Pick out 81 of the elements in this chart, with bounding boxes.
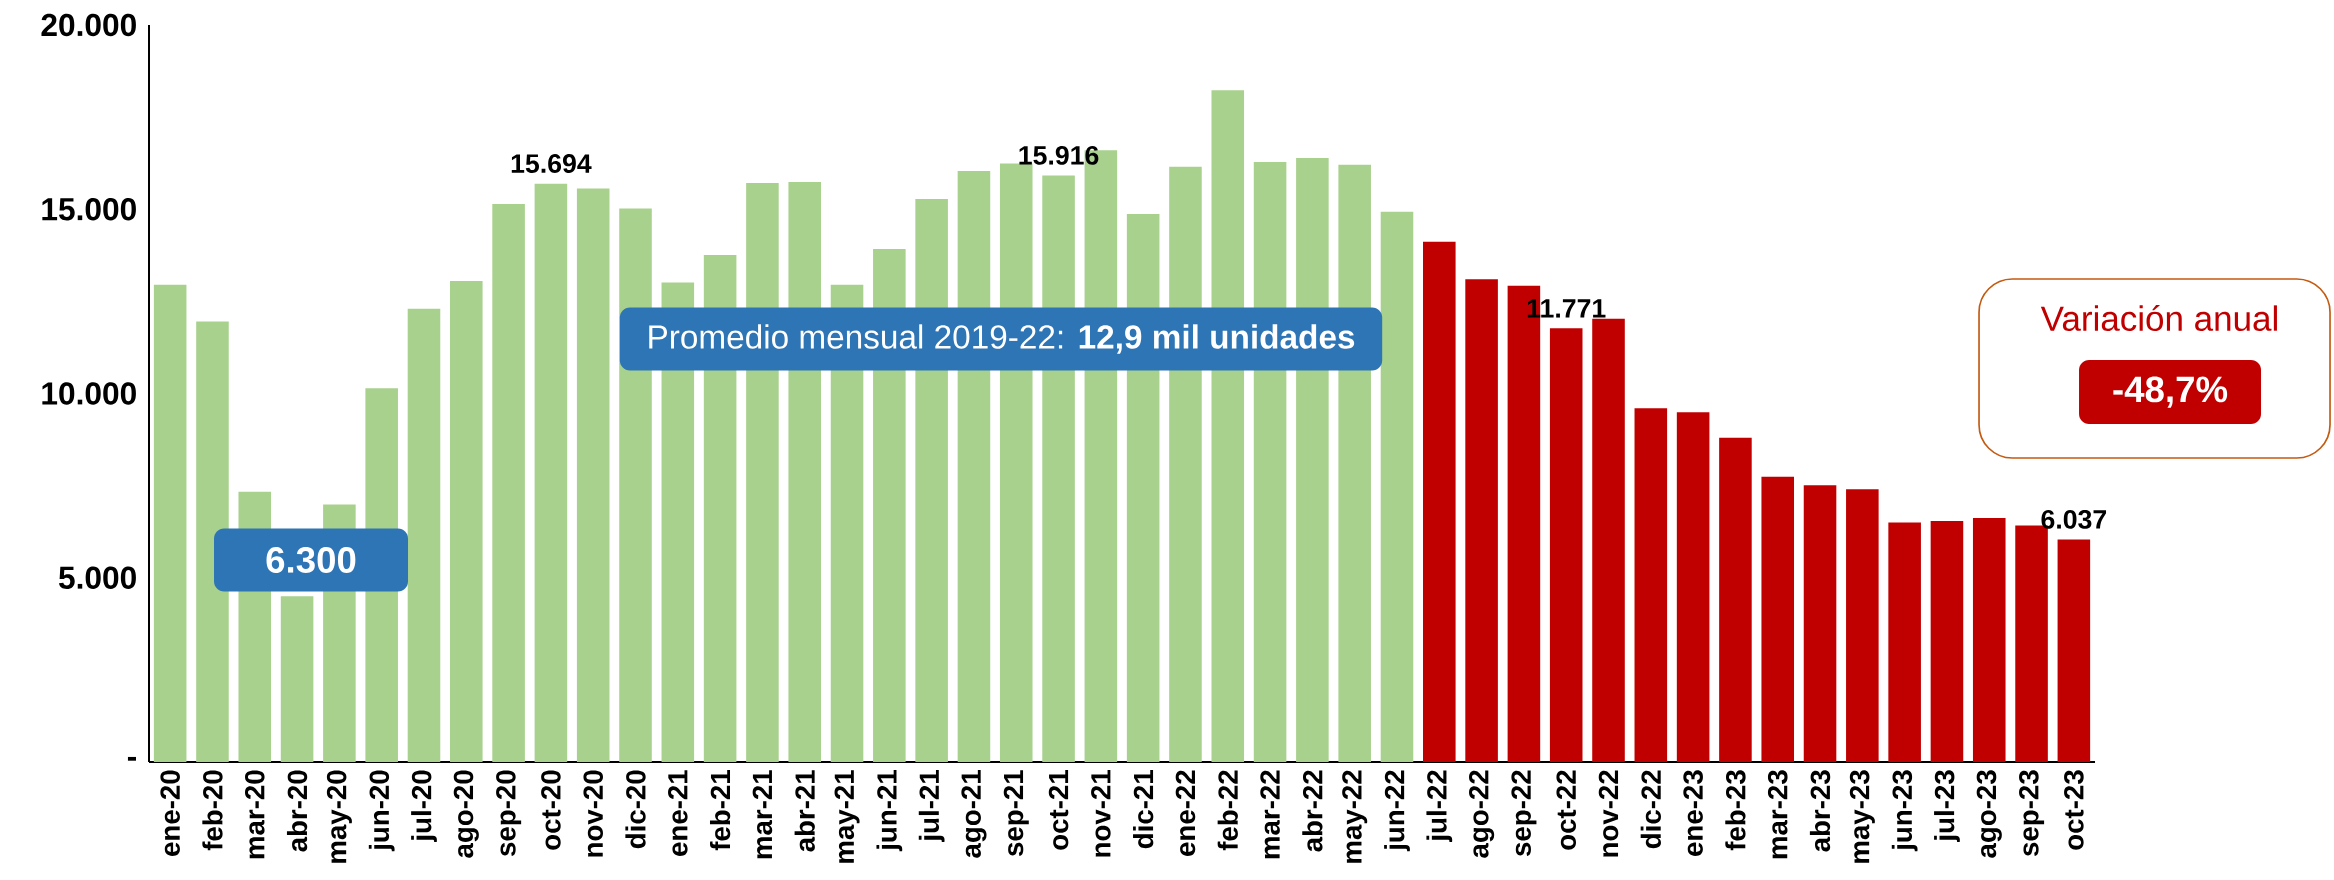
- bar: [1592, 318, 1625, 762]
- bar: [1803, 485, 1837, 762]
- x-tick-label: abr-21: [794, 770, 815, 852]
- x-tick-label: jun-20: [368, 770, 395, 852]
- x-tick-label: ago-23: [1976, 770, 2002, 858]
- text: -48,7%: [2113, 376, 2228, 408]
- x-tick-label: ene-20: [160, 770, 180, 856]
- x-tick-label: may-20: [326, 770, 352, 863]
- x-tick-label: ago-21: [961, 770, 987, 858]
- bar: [492, 204, 525, 762]
- x-tick-label: sep-22: [1511, 770, 1537, 856]
- bar: [1761, 476, 1795, 762]
- x-tick-label: mar-23: [1767, 770, 1788, 859]
- x-tick-label: jul-23: [1934, 770, 1960, 842]
- x-tick-label: ene-22: [1175, 770, 1196, 856]
- x-tick-label: may-23: [1849, 770, 1875, 863]
- x-tick-label: ene-21: [668, 770, 688, 856]
- bar: [450, 281, 483, 762]
- x-tick-label: jun-22: [1384, 770, 1410, 852]
- x-tick-label: dic-20: [625, 770, 646, 849]
- x-tick-label: mar-22: [1260, 770, 1280, 859]
- x-tick-label: ago-22: [1469, 770, 1495, 858]
- x-tick-label: oct-20: [541, 770, 561, 850]
- x-tick-label: sep-23: [2019, 770, 2045, 856]
- x-tick-label: jul-20: [411, 770, 437, 842]
- bar: [1380, 211, 1414, 762]
- bar: [576, 188, 610, 762]
- x-tick-label: sep-20: [496, 770, 522, 856]
- x-tick-label: jun-21: [876, 770, 903, 852]
- x-tick-label: mar-20: [245, 770, 265, 859]
- bar: [280, 596, 314, 762]
- x-tick-label: dic-21: [1133, 770, 1154, 849]
- bar: [1634, 408, 1668, 762]
- data-label: 6.037: [2041, 509, 2107, 529]
- bar: [1676, 412, 1710, 762]
- x-tick-label: oct-22: [1556, 770, 1576, 850]
- x-tick-label: feb-23: [1725, 770, 1746, 851]
- x-tick-label: feb-22: [1217, 770, 1238, 851]
- x-tick-label: sep-21: [1003, 770, 1029, 856]
- y-tick-label: 15.000: [42, 198, 136, 221]
- bar: [1719, 437, 1752, 762]
- x-tick-label: jun-23: [1891, 770, 1918, 852]
- bar: [196, 321, 229, 762]
- data-label: 15.916: [1019, 145, 1099, 165]
- bar: [1972, 518, 2006, 762]
- x-tick-label: jul-21: [918, 770, 945, 842]
- y-tick-label: 10.000: [42, 382, 136, 405]
- bar: [1423, 241, 1456, 762]
- x-tick-label: mar-21: [752, 770, 773, 859]
- bar: [1930, 520, 1964, 762]
- x-tick-label: abr-20: [286, 770, 308, 852]
- y-tick-label: -: [127, 756, 136, 761]
- x-tick-label: ago-20: [453, 770, 479, 858]
- x-tick-label: nov-20: [583, 770, 603, 857]
- y-tick-label: 20.000: [41, 13, 136, 37]
- x-tick-label: abr-23: [1809, 770, 1831, 852]
- x-tick-label: jul-22: [1426, 770, 1453, 842]
- annotation: 6.300: [266, 547, 356, 573]
- bar: [1549, 328, 1583, 762]
- bar: [407, 308, 441, 762]
- x-tick-label: oct-21: [1048, 770, 1069, 850]
- bar: [534, 183, 568, 762]
- x-tick-label: dic-22: [1640, 770, 1661, 849]
- bar: [2057, 539, 2091, 762]
- x-tick-label: oct-23: [2064, 770, 2084, 850]
- bar: [1888, 522, 1921, 762]
- x-tick-label: may-21: [834, 770, 860, 863]
- x-tick-label: abr-22: [1302, 770, 1323, 852]
- annotation: Promedio mensual 2019-22: 12,9 mil unidades: [649, 324, 1355, 354]
- x-tick-label: feb-21: [709, 770, 731, 851]
- bar: [153, 284, 187, 762]
- x-tick-label: nov-21: [1091, 770, 1111, 857]
- annotation: Variación anual: [2040, 304, 2277, 332]
- y-tick-label: 5.000: [58, 566, 136, 589]
- bar: [1465, 279, 1498, 762]
- x-tick-label: feb-20: [202, 770, 223, 851]
- x-tick-label: ene-23: [1683, 770, 1703, 856]
- bar: [1846, 489, 1879, 762]
- data-label: 15.694: [511, 154, 592, 173]
- x-tick-label: nov-22: [1598, 770, 1619, 857]
- x-tick-label: may-22: [1342, 770, 1368, 863]
